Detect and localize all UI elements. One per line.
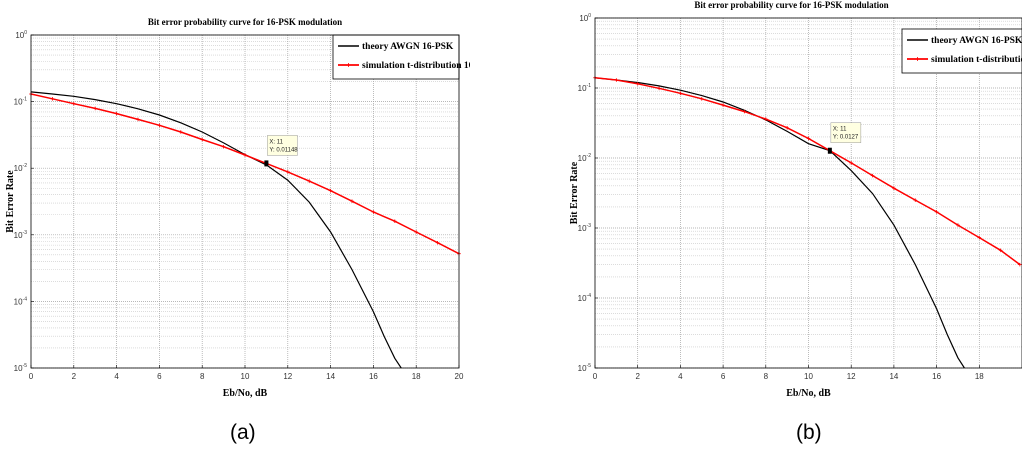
axes-frame xyxy=(594,17,1022,369)
datatip-x: X: 11 xyxy=(833,127,847,133)
y-tick-label: 100 xyxy=(579,13,591,23)
x-tick-label: 2 xyxy=(635,372,640,381)
datatip-y: Y: 0.01148 xyxy=(269,147,298,153)
legend-label-2: simulation t-distribution 16-psk xyxy=(931,55,1022,65)
y-tick-base: 10 xyxy=(578,84,587,93)
y-tick-label: 10-5 xyxy=(14,363,28,373)
y-tick-base: 10 xyxy=(15,31,24,40)
y-tick-base: 10 xyxy=(14,164,23,173)
legend-label-1: theory AWGN 16-PSK xyxy=(362,42,454,52)
y-tick-exponent: -1 xyxy=(23,97,28,103)
y-tick-exponent: -2 xyxy=(587,153,592,159)
legend-label-2: simulation t-distribution 16-psk xyxy=(362,61,470,71)
y-tick-exponent: -4 xyxy=(23,296,28,302)
y-tick-exponent: -1 xyxy=(587,83,592,89)
x-tick-label: 0 xyxy=(29,372,34,381)
datatip-marker xyxy=(827,147,832,154)
y-axis-label: Bit Error Rate xyxy=(570,161,580,224)
y-tick-exponent: -3 xyxy=(587,223,592,229)
y-tick-label: 10-4 xyxy=(14,296,28,306)
chart-title: Bit error probability curve for 16-PSK m… xyxy=(148,17,342,27)
y-tick-base: 10 xyxy=(578,224,587,233)
y-axis-label: Bit Error Rate xyxy=(5,170,16,233)
y-tick-label: 100 xyxy=(15,30,27,40)
x-tick-label: 0 xyxy=(593,372,598,381)
datatip-x: X: 11 xyxy=(269,139,283,145)
legend-box xyxy=(901,28,1022,74)
y-tick-label: 10-2 xyxy=(14,163,28,173)
x-tick-label: 4 xyxy=(678,372,683,381)
chart-title: Bit error probability curve for 16-PSK m… xyxy=(694,0,888,10)
x-tick-label: 12 xyxy=(847,372,856,381)
x-tick-label: 10 xyxy=(804,372,813,381)
chart-panel-a: 0 2 4 6 8 10 12 14 16 18 2010010-110-210-310-410-5… xyxy=(5,17,470,399)
y-tick-base: 10 xyxy=(14,364,23,373)
y-tick-exponent: -5 xyxy=(23,363,28,369)
x-tick-label: 12 xyxy=(283,372,292,381)
x-axis-label: Eb/No, dB xyxy=(786,388,831,399)
series-line-1 xyxy=(595,77,965,368)
y-tick-label: 10-3 xyxy=(14,230,28,240)
y-tick-label: 10-1 xyxy=(578,83,592,93)
x-tick-label: 8 xyxy=(200,372,205,381)
y-tick-exponent: -3 xyxy=(23,230,28,236)
y-tick-exponent: 0 xyxy=(588,13,591,19)
y-tick-base: 10 xyxy=(14,231,23,240)
datatip-box xyxy=(267,135,298,156)
x-tick-label: 14 xyxy=(889,372,898,381)
x-tick-label: 18 xyxy=(412,372,421,381)
x-tick-label: 6 xyxy=(721,372,726,381)
caption-b: (b) xyxy=(796,421,822,444)
y-tick-label: 10-1 xyxy=(14,97,28,107)
y-tick-base: 10 xyxy=(579,14,588,23)
datatip-box xyxy=(830,122,862,143)
x-tick-label: 20 xyxy=(455,372,464,381)
y-tick-label: 10-5 xyxy=(578,363,592,373)
axes-frame xyxy=(30,34,460,369)
legend-label-1: theory AWGN 16-PSK xyxy=(931,36,1022,46)
y-tick-label: 10-4 xyxy=(578,293,592,303)
x-axis-label: Eb/No, dB xyxy=(223,388,268,399)
datatip-y: Y: 0.0127 xyxy=(833,135,859,141)
x-tick-label: 2 xyxy=(72,372,77,381)
y-tick-label: 10-2 xyxy=(578,153,592,163)
chart-panel-b: 0 2 4 6 8 10 12 14 16 1810010-110-210-310-410-5X:… xyxy=(570,0,1022,399)
x-tick-label: 8 xyxy=(764,372,769,381)
y-tick-base: 10 xyxy=(578,294,587,303)
y-tick-exponent: -5 xyxy=(587,363,592,369)
x-tick-label: 6 xyxy=(157,372,162,381)
x-tick-label: 4 xyxy=(114,372,119,381)
y-tick-base: 10 xyxy=(578,364,587,373)
y-tick-exponent: -4 xyxy=(587,293,592,299)
x-tick-label: 10 xyxy=(241,372,250,381)
y-tick-exponent: 0 xyxy=(24,30,27,36)
y-tick-label: 10-3 xyxy=(578,223,592,233)
y-tick-base: 10 xyxy=(578,154,587,163)
series-line-1 xyxy=(31,91,402,368)
y-tick-base: 10 xyxy=(14,98,23,107)
caption-a: (a) xyxy=(230,421,256,444)
x-tick-label: 16 xyxy=(932,372,941,381)
legend-box xyxy=(332,34,460,80)
y-tick-base: 10 xyxy=(14,297,23,306)
y-tick-exponent: -2 xyxy=(23,163,28,169)
x-tick-label: 14 xyxy=(326,372,335,381)
x-tick-label: 18 xyxy=(975,372,984,381)
datatip-marker xyxy=(264,160,269,167)
x-tick-label: 16 xyxy=(369,372,378,381)
